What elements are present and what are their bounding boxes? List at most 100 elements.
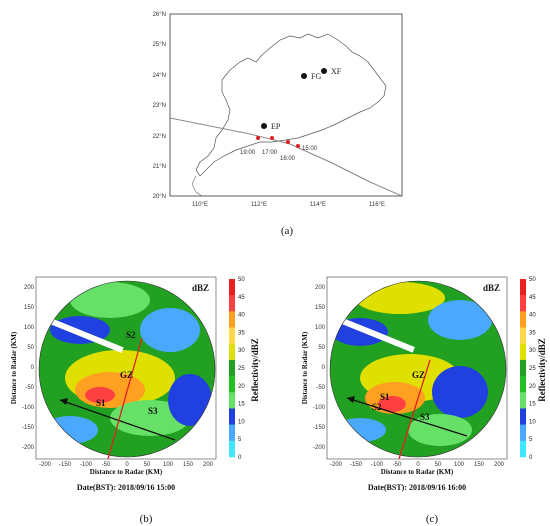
colorbar-tick-label: 5	[238, 437, 242, 443]
svg-text:150: 150	[24, 305, 35, 311]
label-gz-b: GZ	[120, 370, 133, 380]
colorbar-segment	[520, 279, 526, 296]
colorbar-segment	[229, 392, 235, 409]
date-c: Date(BST): 2018/09/16 16:00	[368, 483, 466, 492]
svg-text:-50: -50	[393, 462, 402, 468]
station-ep-label: EP	[271, 122, 281, 131]
label-s1-c: S1	[380, 392, 390, 402]
colorbar-segment	[520, 359, 526, 377]
range-ring-b	[38, 280, 216, 458]
track-time-1600: 16:00	[280, 156, 296, 162]
colorbar-tick-label: 10	[238, 419, 245, 425]
svg-text:23°N: 23°N	[153, 103, 166, 109]
svg-text:100: 100	[163, 462, 174, 468]
y-ticks-b: 200 150 100 50 0 -50 -100 -150 -200	[22, 285, 35, 451]
colorbar-tick-label: 35	[238, 330, 245, 336]
svg-text:0: 0	[125, 462, 129, 468]
colorbar-segment	[229, 343, 235, 361]
svg-text:100: 100	[454, 462, 465, 468]
label-s2-b: S2	[126, 330, 136, 340]
colorbar-tick-label: 30	[529, 348, 536, 354]
section-line-c	[346, 397, 468, 437]
station-markers	[261, 68, 327, 129]
reflectivity-field-b	[39, 281, 215, 457]
svg-text:110°E: 110°E	[192, 202, 208, 208]
svg-text:24°N: 24°N	[153, 73, 166, 79]
colorbar-tick-label: 50	[529, 277, 536, 283]
svg-text:26°N: 26°N	[153, 12, 166, 18]
ylabel-b: Distance to Radar (KM)	[10, 331, 18, 404]
svg-text:150: 150	[183, 462, 194, 468]
colorbar-tick-label: 45	[238, 295, 245, 301]
svg-text:-200: -200	[22, 445, 35, 451]
svg-text:116°E: 116°E	[369, 202, 385, 208]
track-time-1500: 15:00	[302, 146, 318, 152]
colorbar-segment	[520, 392, 526, 409]
svg-text:50: 50	[144, 462, 151, 468]
colorbar-tick-label: 50	[238, 277, 245, 283]
svg-text:-150: -150	[59, 462, 72, 468]
label-s3-c: S3	[420, 412, 430, 422]
station-fg-label: FG	[311, 72, 321, 81]
svg-text:22°N: 22°N	[153, 134, 166, 140]
colorbar-segment	[520, 440, 526, 458]
svg-text:-50: -50	[316, 385, 325, 391]
colorbar-segment	[229, 359, 235, 377]
colorbar-segment	[520, 327, 526, 345]
label-gz-c: GZ	[412, 370, 425, 380]
colorbar-segment	[229, 408, 235, 425]
red-line-c	[398, 359, 431, 460]
map-panel: FG XF EP 19:00 17:00 16:00 15:00 26°N 25…	[153, 12, 403, 237]
svg-text:-150: -150	[350, 462, 363, 468]
colorbar-tick-label: 45	[529, 295, 536, 301]
svg-text:150: 150	[474, 462, 485, 468]
track-points	[256, 136, 300, 148]
colorbar-segment	[229, 295, 235, 312]
typhoon-track	[170, 117, 402, 196]
svg-text:-200: -200	[313, 445, 326, 451]
label-s1-b: S1	[96, 398, 106, 408]
caption-a: (a)	[281, 225, 294, 237]
svg-text:0: 0	[416, 462, 420, 468]
svg-text:50: 50	[27, 345, 34, 351]
colorbar-tick-label: 5	[529, 437, 533, 443]
xlabel-b: Distance to Radar (KM)	[90, 468, 163, 476]
colorbar-segment	[520, 343, 526, 361]
colorbar-segment	[229, 440, 235, 458]
svg-text:112°E: 112°E	[251, 202, 267, 208]
colorbar-tick-label: 40	[529, 313, 536, 319]
svg-text:100: 100	[315, 325, 326, 331]
xlabel-c: Distance to Radar (KM)	[381, 468, 454, 476]
colorbar-tick-label: 35	[529, 330, 536, 336]
svg-text:150: 150	[315, 305, 326, 311]
lat-axis-labels: 26°N 25°N 24°N 23°N 22°N 21°N 20°N	[153, 12, 166, 200]
colorbar-segment	[229, 327, 235, 345]
svg-text:-200: -200	[39, 462, 52, 468]
date-b: Date(BST): 2018/09/16 15:00	[77, 483, 175, 492]
x-ticks-c: -200 -150 -100 -50 0 50 100 150 200	[330, 462, 505, 468]
colorbar-segment	[520, 295, 526, 312]
section-arrow-b	[60, 398, 68, 405]
svg-text:200: 200	[203, 462, 214, 468]
svg-text:-100: -100	[80, 462, 93, 468]
colorbar-tick-label: 30	[238, 348, 245, 354]
svg-text:-150: -150	[22, 425, 35, 431]
colorbar-tick-label: 25	[238, 366, 245, 372]
colorbar-segment	[520, 424, 526, 442]
colorbar-tick-label: 25	[529, 366, 536, 372]
svg-text:-150: -150	[313, 425, 326, 431]
track-time-1900: 19:00	[240, 150, 256, 156]
colorbar-tick-label: 10	[529, 419, 536, 425]
svg-text:-100: -100	[22, 405, 35, 411]
colorbar-tick-label: 15	[529, 402, 536, 408]
colorbar-tick-label: 40	[238, 313, 245, 319]
svg-text:0: 0	[31, 365, 35, 371]
unit-b: dBZ	[192, 283, 209, 293]
colorbar-title-c: Reflectivity/dBZ	[537, 338, 547, 402]
radar-panel-b: GZ S1 S2 S3 dBZ 200 150 100 50 0 -50 -10…	[10, 276, 217, 525]
label-s3-b: S3	[148, 406, 158, 416]
colorbar-segment	[520, 311, 526, 328]
station-xf-label: XF	[331, 67, 342, 76]
colorbar-segment	[520, 408, 526, 425]
